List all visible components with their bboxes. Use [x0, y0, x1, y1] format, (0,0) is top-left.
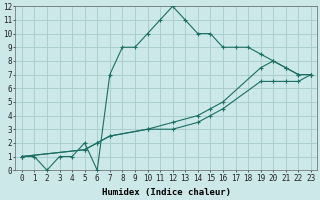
X-axis label: Humidex (Indice chaleur): Humidex (Indice chaleur) — [102, 188, 231, 197]
